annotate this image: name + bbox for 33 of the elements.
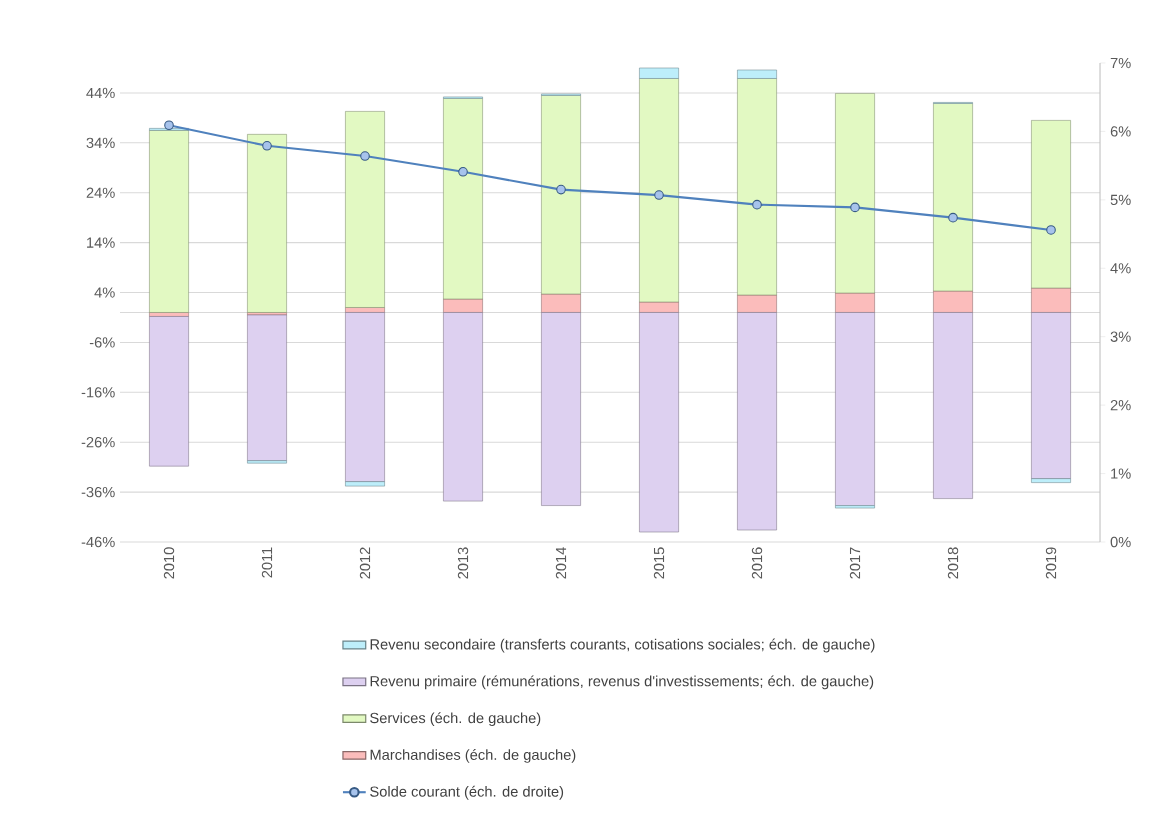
legend-label: Solde courant (éch. de droite) (370, 785, 564, 800)
x-tick-label: 2014 (555, 547, 567, 579)
x-tick-label: 2019 (1045, 547, 1057, 579)
y-tick-label: 44% (86, 87, 115, 99)
legend-label: Marchandises (éch. de gauche) (370, 749, 576, 763)
y-tick-label: 14% (87, 237, 115, 248)
y2-tick-label: 1% (1111, 468, 1131, 479)
y-tick-label: -26% (81, 437, 115, 448)
x-tick-label: 2010 (163, 547, 175, 579)
y2-tick-label: 7% (1110, 57, 1131, 69)
y-tick-label: 4% (94, 287, 115, 298)
x-tick-label: 2015 (653, 547, 665, 579)
x-tick-label: 2016 (751, 547, 763, 579)
x-tick-label: 2017 (849, 547, 861, 579)
y2-tick-label: 2% (1110, 399, 1131, 411)
y2-tick-label: 0% (1110, 536, 1131, 548)
y-tick-label: -6% (89, 337, 115, 348)
y2-tick-label: 4% (1110, 263, 1131, 274)
legend-label: Services (éch. de gauche) (370, 712, 541, 727)
x-tick-label: 2011 (261, 547, 273, 578)
x-tick-label: 2018 (947, 547, 959, 579)
y-tick-label: 24% (86, 187, 115, 198)
legend-label: Revenu primaire (rémunérations, revenus d'investissements; éch. de gauche) (370, 675, 874, 690)
y-tick-label: -36% (81, 486, 115, 498)
y2-tick-label: 6% (1110, 126, 1131, 137)
y-tick-label: 34% (86, 137, 115, 149)
y2-tick-label: 5% (1110, 194, 1131, 206)
x-tick-label: 2013 (457, 547, 469, 579)
x-tick-label: 2012 (359, 547, 371, 579)
y-tick-label: -16% (81, 387, 115, 398)
y2-tick-label: 3% (1110, 331, 1131, 342)
legend-label: Revenu secondaire (transferts courants, cotisations sociales; éch. de gauche) (370, 638, 875, 653)
y-tick-label: -46% (81, 536, 115, 548)
